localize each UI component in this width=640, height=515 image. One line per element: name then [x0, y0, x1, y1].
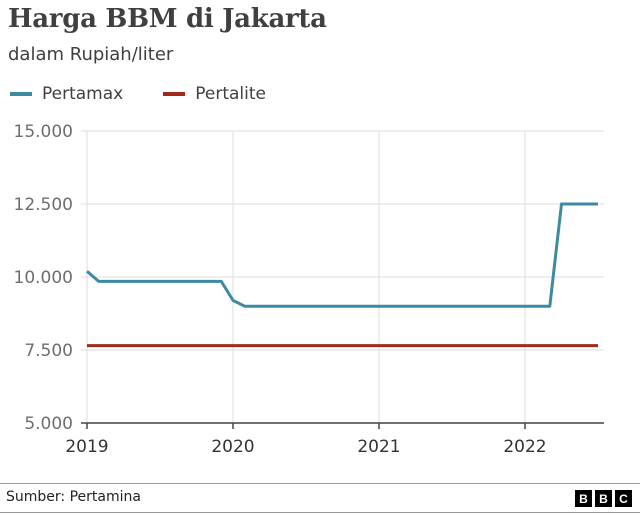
legend-item-pertamax: Pertamax — [10, 84, 123, 104]
legend-swatch-pertalite — [163, 92, 186, 96]
grid-lines — [81, 130, 604, 423]
bbc-logo-letter: B — [595, 490, 612, 507]
x-tick-label: 2019 — [65, 437, 108, 457]
y-tick-label: 10.000 — [14, 268, 73, 288]
legend: Pertamax Pertalite — [10, 84, 306, 104]
series-line-pertamax — [86, 202, 598, 308]
footer-divider-top — [0, 483, 640, 484]
legend-label-pertamax: Pertamax — [42, 84, 124, 104]
chart-title: Harga BBM di Jakarta — [8, 4, 327, 34]
bbc-logo-letter: C — [615, 490, 632, 507]
legend-label-pertalite: Pertalite — [195, 84, 266, 104]
y-tick-label: 7.500 — [24, 341, 73, 361]
bbc-logo: B B C — [572, 490, 632, 507]
y-axis-ticks: 5.000 7.500 10.000 12.500 15.000 — [14, 122, 73, 434]
bbc-logo-letter: B — [575, 490, 592, 507]
x-tick-label: 2021 — [357, 437, 400, 457]
line-chart: 5.000 7.500 10.000 12.500 15.000 2019 2020 202… — [14, 122, 604, 457]
y-tick-label: 15.000 — [14, 122, 73, 142]
y-tick-label: 5.000 — [24, 414, 73, 434]
legend-item-pertalite: Pertalite — [163, 84, 266, 104]
footer-divider-bottom — [0, 512, 640, 513]
x-tick-label: 2022 — [503, 437, 546, 457]
data-lines — [86, 202, 598, 348]
x-axis-ticks: 2019 2020 2021 2022 — [65, 422, 604, 457]
legend-swatch-pertamax — [10, 92, 32, 96]
x-tick-label: 2020 — [211, 437, 254, 457]
source-note: Sumber: Pertamina — [6, 489, 141, 505]
y-tick-label: 12.500 — [14, 195, 73, 215]
chart-subtitle: dalam Rupiah/liter — [8, 44, 174, 65]
